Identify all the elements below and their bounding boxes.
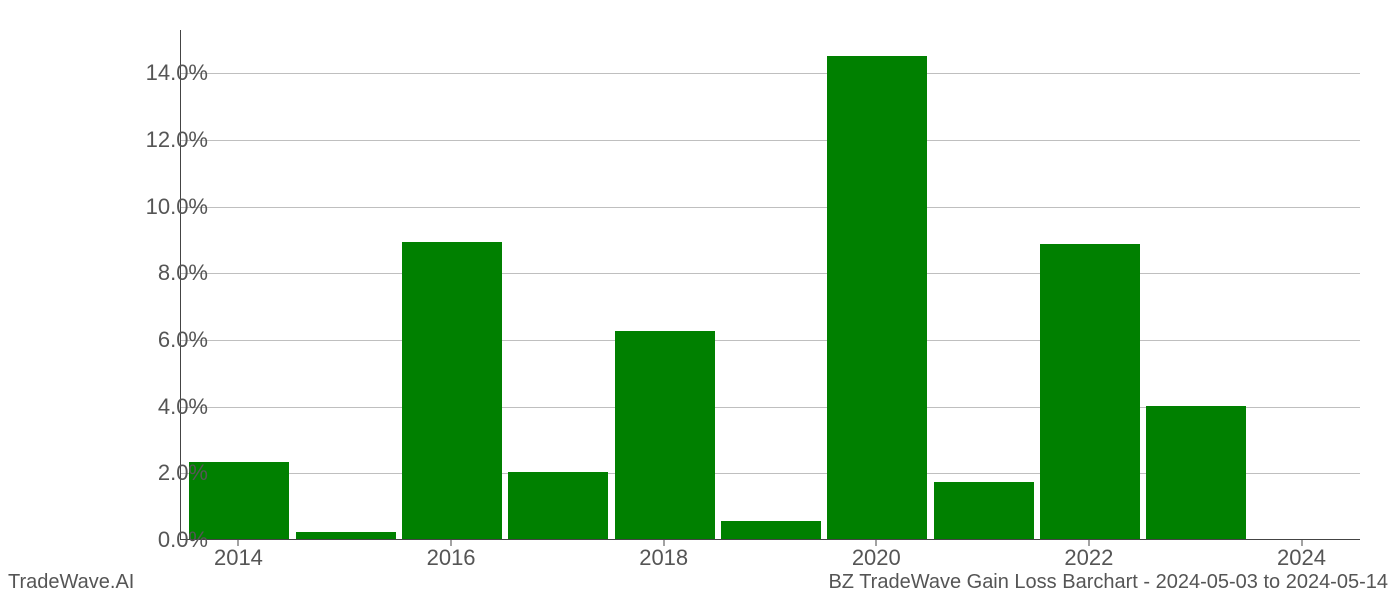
bar [296,532,396,539]
xtick-mark [876,540,877,546]
ytick-label: 12.0% [146,127,208,153]
plot-region [180,30,1360,540]
xtick-label: 2018 [639,545,688,571]
xtick-label: 2022 [1064,545,1113,571]
xtick-mark [238,540,239,546]
bar [1040,244,1140,539]
ytick-label: 10.0% [146,194,208,220]
bar [508,472,608,539]
xtick-label: 2016 [427,545,476,571]
bar [615,331,715,539]
ytick-label: 4.0% [158,394,208,420]
gridline [181,340,1360,341]
gridline [181,73,1360,74]
gridline [181,140,1360,141]
ytick-label: 2.0% [158,460,208,486]
bar [402,242,502,539]
ytick-label: 6.0% [158,327,208,353]
ytick-label: 0.0% [158,527,208,553]
ytick-label: 8.0% [158,260,208,286]
xtick-label: 2024 [1277,545,1326,571]
xtick-mark [663,540,664,546]
gridline [181,273,1360,274]
xtick-mark [1301,540,1302,546]
bar [934,482,1034,539]
xtick-label: 2020 [852,545,901,571]
bar [721,521,821,539]
gridline [181,207,1360,208]
xtick-label: 2014 [214,545,263,571]
ytick-label: 14.0% [146,60,208,86]
bar [827,56,927,539]
xtick-mark [451,540,452,546]
bar [1146,406,1246,539]
xtick-mark [1088,540,1089,546]
footer-right: BZ TradeWave Gain Loss Barchart - 2024-0… [828,571,1388,594]
footer-left: TradeWave.AI [8,571,134,594]
chart-area [180,30,1360,540]
